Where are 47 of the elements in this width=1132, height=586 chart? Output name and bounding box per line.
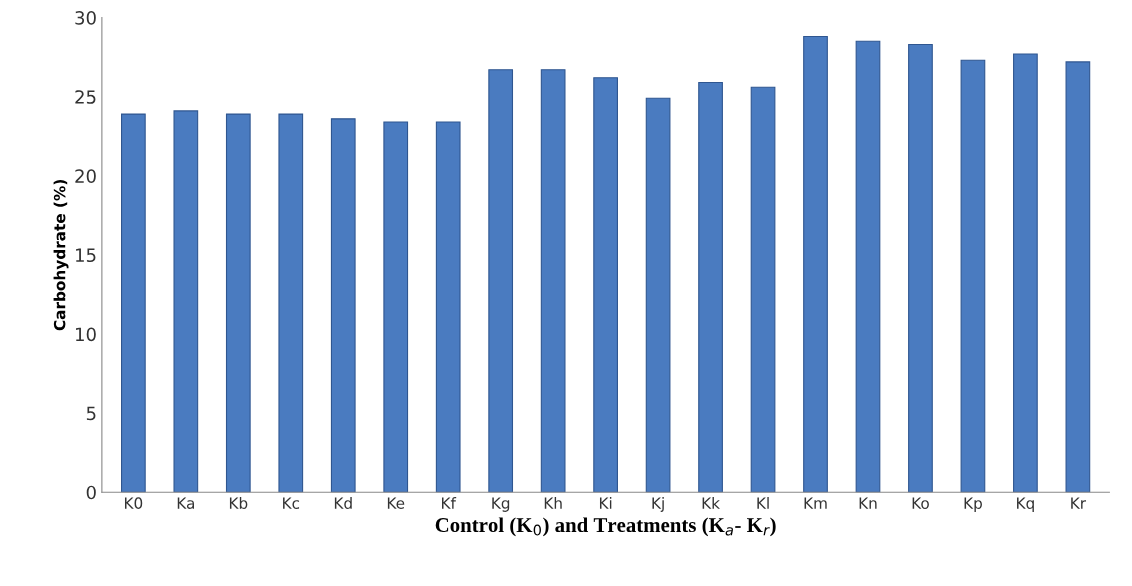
- bar: [225, 113, 251, 493]
- x-tick-label: Kl: [757, 497, 769, 509]
- bar: [540, 69, 566, 493]
- y-axis-title: Carbohydrate (%): [53, 180, 69, 331]
- x-tick-label: Kh: [544, 497, 562, 509]
- x-tick-label: Kr: [1071, 497, 1087, 509]
- bar: [698, 81, 723, 493]
- bar: [645, 97, 671, 493]
- x-tick-label: Km: [804, 497, 827, 509]
- x-tick-label: K0: [124, 497, 143, 509]
- bar: [435, 121, 461, 493]
- bar: [593, 77, 618, 493]
- x-tick-label: Kk: [702, 497, 720, 509]
- x-tick-label: Kf: [442, 497, 457, 509]
- y-tick-label: 5: [86, 406, 96, 421]
- x-tick-label: Kd: [334, 497, 352, 509]
- y-tick-label: 15: [76, 248, 96, 263]
- x-tick-label: Kc: [283, 497, 300, 509]
- x-tick-label: Ke: [387, 497, 405, 509]
- y-tick-label: 10: [76, 327, 96, 342]
- x-tick-label: Ki: [599, 497, 612, 509]
- x-tick-label: Kq: [1017, 497, 1034, 512]
- x-axis-title: Control (K$_{0}$) and Treatments (K$_{a}$- K$_{r}$): [435, 517, 776, 537]
- x-tick-label: Ka: [177, 497, 195, 509]
- bar: [908, 43, 933, 493]
- bar: [330, 118, 356, 493]
- y-tick-label: 0: [86, 485, 96, 500]
- bar: [488, 69, 514, 493]
- y-tick-label: 30: [75, 11, 96, 25]
- bar: [1065, 61, 1091, 493]
- y-tick-label: 20: [75, 169, 96, 183]
- bar: [960, 59, 986, 493]
- bar: [121, 113, 146, 493]
- bar: [1013, 53, 1038, 493]
- bar: [855, 40, 881, 493]
- bar: [803, 36, 828, 493]
- x-tick-label: Kb: [229, 497, 248, 509]
- x-tick-label: Kg: [492, 497, 510, 512]
- bar: [750, 86, 776, 493]
- y-tick-label: 25: [75, 90, 96, 104]
- x-tick-label: Kn: [859, 497, 877, 509]
- bar: [383, 121, 409, 493]
- x-tick-label: Kp: [964, 497, 982, 512]
- bar: [173, 110, 199, 493]
- bar: [278, 113, 304, 493]
- x-tick-label: Ko: [912, 497, 929, 509]
- x-tick-label: Kj: [652, 497, 664, 512]
